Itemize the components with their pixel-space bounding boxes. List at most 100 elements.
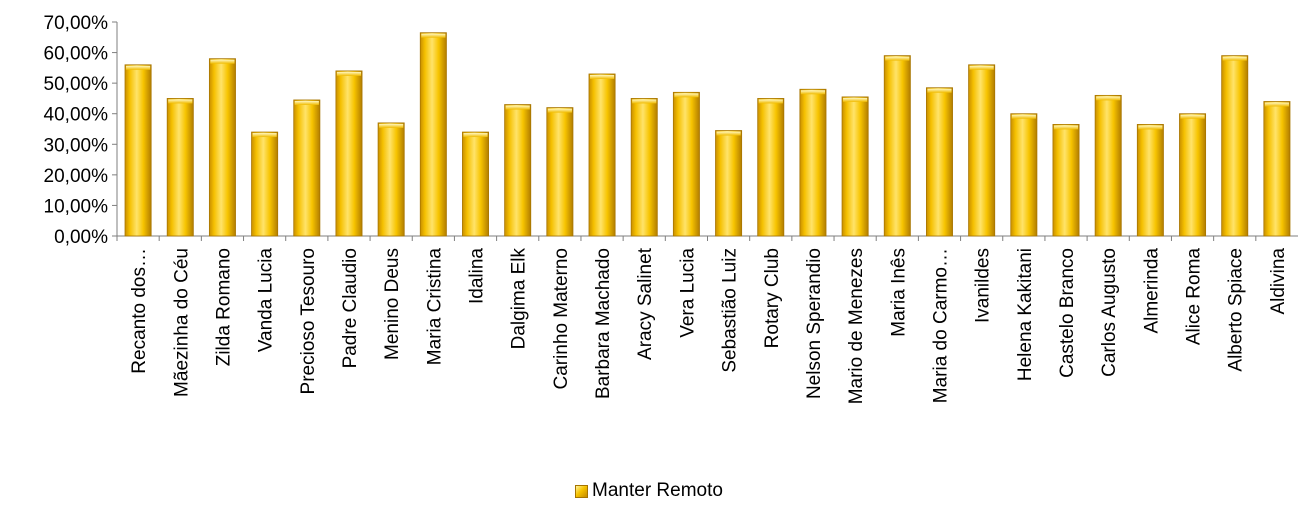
bar — [1263, 101, 1291, 237]
bar — [166, 98, 194, 237]
bar-top-highlight — [379, 123, 404, 128]
x-tick-label: Aldivina — [1268, 248, 1289, 315]
x-tick-label: Zilda Romano — [213, 248, 234, 366]
bar-top-highlight — [589, 74, 615, 79]
bar — [1094, 94, 1122, 237]
bar — [124, 64, 152, 237]
x-tick-label: Alice Roma — [1184, 248, 1205, 346]
x-tick-label: Mario de Menezes — [846, 248, 867, 404]
bar — [841, 96, 869, 237]
y-tick-label: 30,00% — [44, 135, 109, 156]
bar-top-highlight — [969, 65, 994, 70]
bar — [1179, 113, 1207, 237]
x-tick-label: Ivanildes — [973, 248, 994, 323]
bar-top-highlight — [1180, 114, 1205, 119]
bar-chart-canvas: 0,00% 10,00% 20,00% 30,00% 40,00% 50,00% 60,00… — [44, 13, 1298, 404]
bar — [1052, 124, 1080, 237]
bar-top-highlight — [885, 56, 910, 61]
bar-top-highlight — [168, 99, 193, 104]
y-tick-label: 50,00% — [44, 74, 109, 95]
x-tick-label: Vanda Lucia — [256, 248, 277, 353]
x-tick-label: Idalina — [467, 248, 488, 304]
legend-label: Manter Remoto — [592, 480, 723, 501]
x-tick-label: Recanto dos… — [129, 248, 150, 374]
x-tick-label: Mãezinha do Céu — [171, 248, 192, 397]
x-tick-label: Menino Deus — [382, 248, 403, 360]
x-tick-label: Carinho Materno — [551, 248, 572, 390]
bar — [462, 131, 489, 237]
bar-top-highlight — [294, 100, 319, 105]
x-tick-label: Vera Lucia — [677, 248, 698, 338]
y-tick-label: 10,00% — [44, 196, 109, 217]
bar-top-highlight — [1096, 96, 1121, 101]
x-tick-label: Rotary Club — [762, 248, 783, 348]
bar — [1221, 55, 1249, 237]
x-tick-label: Maria do Carmo… — [930, 248, 951, 403]
bar-top-highlight — [421, 33, 446, 38]
bar-top-highlight — [1011, 114, 1036, 119]
bar — [672, 91, 700, 237]
bar — [1136, 124, 1164, 237]
bar-top-highlight — [716, 131, 741, 136]
bar-top-highlight — [336, 71, 362, 76]
x-tick-label: Sebastião Luiz — [720, 248, 741, 373]
bar — [251, 131, 279, 237]
x-tick-label: Nelson Sperandio — [804, 248, 825, 399]
bar-top-highlight — [1138, 125, 1163, 130]
bar — [293, 99, 321, 237]
bar — [926, 87, 953, 237]
bar — [883, 55, 911, 237]
x-tick-label: Carlos Augusto — [1099, 248, 1120, 377]
y-tick-label: 20,00% — [44, 166, 109, 187]
bar — [588, 73, 616, 237]
x-axis-labels: Recanto dos… Mãezinha do Céu Zilda Romano V… — [129, 247, 1289, 404]
x-tick-label: Alberto Spiace — [1226, 248, 1247, 372]
bar-top-highlight — [632, 99, 657, 104]
bar — [546, 107, 574, 237]
x-tick-label: Almerinda — [1141, 248, 1162, 334]
bar-top-highlight — [758, 99, 783, 104]
legend-swatch — [575, 484, 589, 498]
bar-top-highlight — [252, 133, 277, 138]
x-tick-label: Dalgima Elk — [509, 248, 530, 350]
bar-top-highlight — [1264, 102, 1289, 107]
x-tick-label: Aracy Salinet — [635, 247, 656, 360]
legend: Manter Remoto — [0, 480, 1298, 502]
y-tick-label: 60,00% — [44, 44, 109, 65]
x-tick-label: Helena Kakitani — [1015, 248, 1036, 381]
bar — [335, 70, 363, 237]
bar — [757, 98, 785, 237]
x-tick-label: Maria Inês — [888, 248, 909, 337]
x-tick-label: Maria Cristina — [424, 248, 445, 366]
bars — [124, 32, 1291, 237]
x-tick-label: Precioso Tesouro — [298, 248, 319, 394]
bar — [208, 58, 236, 237]
bar-top-highlight — [800, 90, 826, 95]
bar — [419, 32, 447, 237]
bar-top-highlight — [927, 88, 952, 93]
bar — [504, 104, 532, 237]
bar — [968, 64, 996, 237]
bar-top-highlight — [1222, 56, 1247, 61]
axes: 0,00% 10,00% 20,00% 30,00% 40,00% 50,00% 60,00… — [44, 13, 1298, 248]
bar — [715, 130, 743, 237]
bar-top-highlight — [210, 59, 235, 64]
bar — [630, 98, 658, 237]
bar-top-highlight — [547, 108, 572, 113]
x-tick-label: Padre Claudio — [340, 248, 361, 368]
bar-top-highlight — [843, 97, 868, 102]
bar-top-highlight — [463, 133, 488, 138]
x-tick-label: Castelo Branco — [1057, 248, 1078, 378]
bar — [377, 122, 405, 237]
bar-top-highlight — [674, 93, 699, 98]
x-tick-label: Barbara Machado — [593, 248, 614, 399]
y-tick-label: 0,00% — [54, 227, 108, 248]
bar-top-highlight — [505, 105, 530, 110]
bar-top-highlight — [126, 65, 151, 70]
y-tick-label: 70,00% — [44, 13, 109, 34]
y-tick-label: 40,00% — [44, 105, 109, 126]
bar — [1010, 113, 1038, 237]
bar-top-highlight — [1053, 125, 1079, 130]
bar — [799, 88, 827, 237]
